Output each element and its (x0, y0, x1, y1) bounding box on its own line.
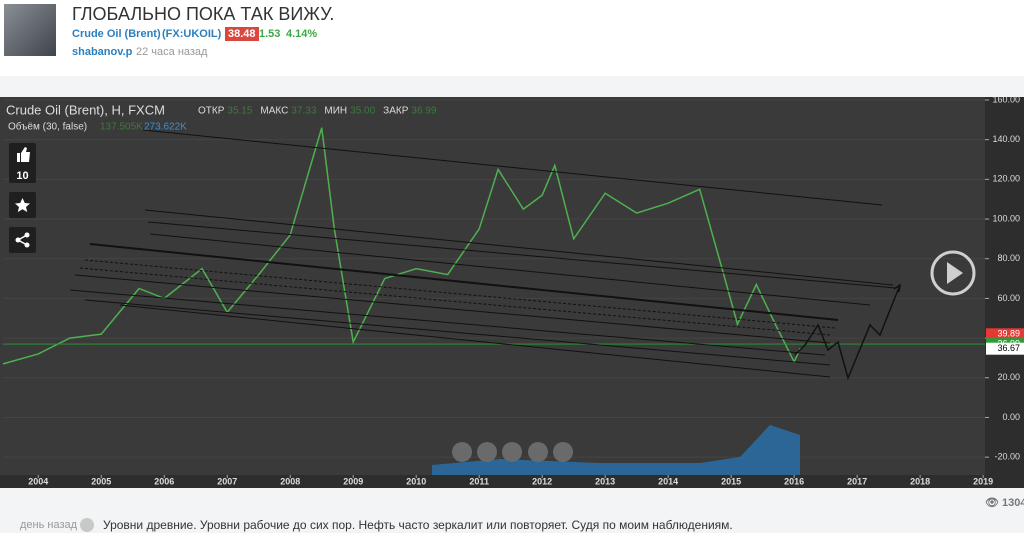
trend-line (89, 243, 839, 321)
play-button[interactable] (930, 250, 976, 296)
trend-line (74, 274, 831, 344)
y-tick-label: -20.00 (994, 452, 1020, 462)
time: 22 часа назад (136, 46, 208, 58)
x-tick-label: 2019 (973, 476, 993, 486)
like-button[interactable]: 10 (9, 143, 36, 183)
price-line (2, 127, 802, 365)
x-tick-label: 2014 (658, 476, 678, 486)
stat-value: 37.33 (291, 106, 316, 117)
volume-value: 273.622K (144, 122, 187, 133)
zoom-in-button[interactable] (528, 442, 548, 462)
chart: Crude Oil (Brent), H, FXCM Объём (30, fa… (0, 94, 1024, 488)
comment-avatar[interactable] (80, 518, 94, 532)
x-tick-label: 2004 (28, 476, 48, 486)
forecast-path (794, 284, 901, 381)
forecast-arrow (893, 283, 901, 293)
change-percent: 4.14% (286, 28, 318, 40)
x-tick-label: 2011 (469, 476, 489, 486)
chart-area: Crude Oil (Brent), H, FXCM Объём (30, fa… (0, 94, 1024, 488)
stat-label: ОТКР (198, 106, 225, 117)
volume-label: Объём (30, false) (8, 121, 87, 133)
stat-value: 35.00 (350, 106, 375, 117)
change: 1.53 (259, 28, 281, 40)
author[interactable]: shabanov.p (72, 46, 133, 58)
y-tick-label: 140.00 (992, 134, 1020, 144)
symbol-code[interactable]: (FX:UKOIL) (162, 28, 222, 40)
x-tick-label: 2010 (406, 476, 426, 486)
volume-area (432, 425, 800, 475)
x-tick-label: 2015 (721, 476, 741, 486)
price-marker-label: 36.67 (997, 343, 1020, 353)
x-tick-label: 2012 (532, 476, 552, 486)
time-axis (0, 475, 1024, 488)
like-icon (17, 147, 30, 162)
x-tick-label: 2013 (595, 476, 615, 486)
comment-text: Уровни древние. Уровни рабочие до сих по… (103, 518, 733, 532)
symbol-name[interactable]: Crude Oil (Brent) (72, 28, 161, 40)
play-icon (947, 262, 963, 284)
x-tick-label: 2007 (217, 476, 237, 486)
x-tick-label: 2017 (847, 476, 867, 486)
reset-button[interactable] (502, 442, 522, 462)
stat-value: 36.99 (411, 106, 436, 117)
y-tick-label: 100.00 (992, 213, 1020, 223)
star-button[interactable] (9, 192, 36, 218)
trend-line (144, 209, 894, 286)
x-tick-label: 2018 (910, 476, 930, 486)
stat-label: МИН (324, 106, 347, 117)
stat-label: МАКС (260, 106, 288, 117)
views: 👁 1304 (985, 496, 1024, 509)
trend-line (147, 221, 896, 289)
share-icon (15, 232, 30, 248)
scroll-left-button[interactable] (452, 442, 472, 462)
trend-line (84, 299, 831, 366)
share-button[interactable] (9, 227, 36, 253)
y-tick-label: 120.00 (992, 174, 1020, 184)
stat-value: 35.15 (227, 106, 252, 117)
like-count: 10 (16, 170, 29, 182)
price-marker (986, 328, 1024, 341)
price: 38.48 (225, 27, 259, 41)
y-tick-label: 60.00 (997, 293, 1020, 303)
scroll-right-button[interactable] (553, 442, 573, 462)
trend-lines (69, 129, 901, 381)
x-tick-label: 2009 (343, 476, 363, 486)
y-tick-label: 0.00 (1002, 412, 1020, 422)
x-tick-label: 2006 (154, 476, 174, 486)
stat-label: ЗАКР (383, 106, 409, 117)
price-axis (985, 97, 1024, 488)
trend-line (142, 129, 883, 206)
volume-value: 137.505K (100, 122, 143, 133)
trend-line (69, 289, 826, 356)
price-marker-label: 39.89 (997, 329, 1020, 339)
price-marker (986, 342, 1024, 355)
x-tick-label: 2008 (280, 476, 300, 486)
zoom-out-button[interactable] (477, 442, 497, 462)
trend-line (84, 259, 836, 329)
y-tick-label: 20.00 (997, 372, 1020, 382)
x-tick-label: 2005 (91, 476, 111, 486)
idea-title: ГЛОБАЛЬНО ПОКА ТАК ВИЖУ. (72, 4, 335, 24)
view-count: 1304 (1002, 497, 1024, 509)
author-thumbnail[interactable] (4, 4, 56, 56)
trend-line (79, 267, 831, 336)
chart-title: Crude Oil (Brent), H, FXCM (6, 102, 165, 117)
y-tick-label: 160.00 (992, 97, 1020, 104)
header: ГЛОБАЛЬНО ПОКА ТАК ВИЖУ. Crude Oil (Bren… (0, 0, 1024, 76)
zoom-controls (452, 442, 573, 462)
trend-line (149, 233, 871, 306)
star-icon (15, 198, 30, 212)
x-tick-label: 2016 (784, 476, 804, 486)
trend-line (119, 304, 831, 378)
y-tick-label: 80.00 (997, 253, 1020, 263)
comment-time: день назад (20, 519, 78, 531)
